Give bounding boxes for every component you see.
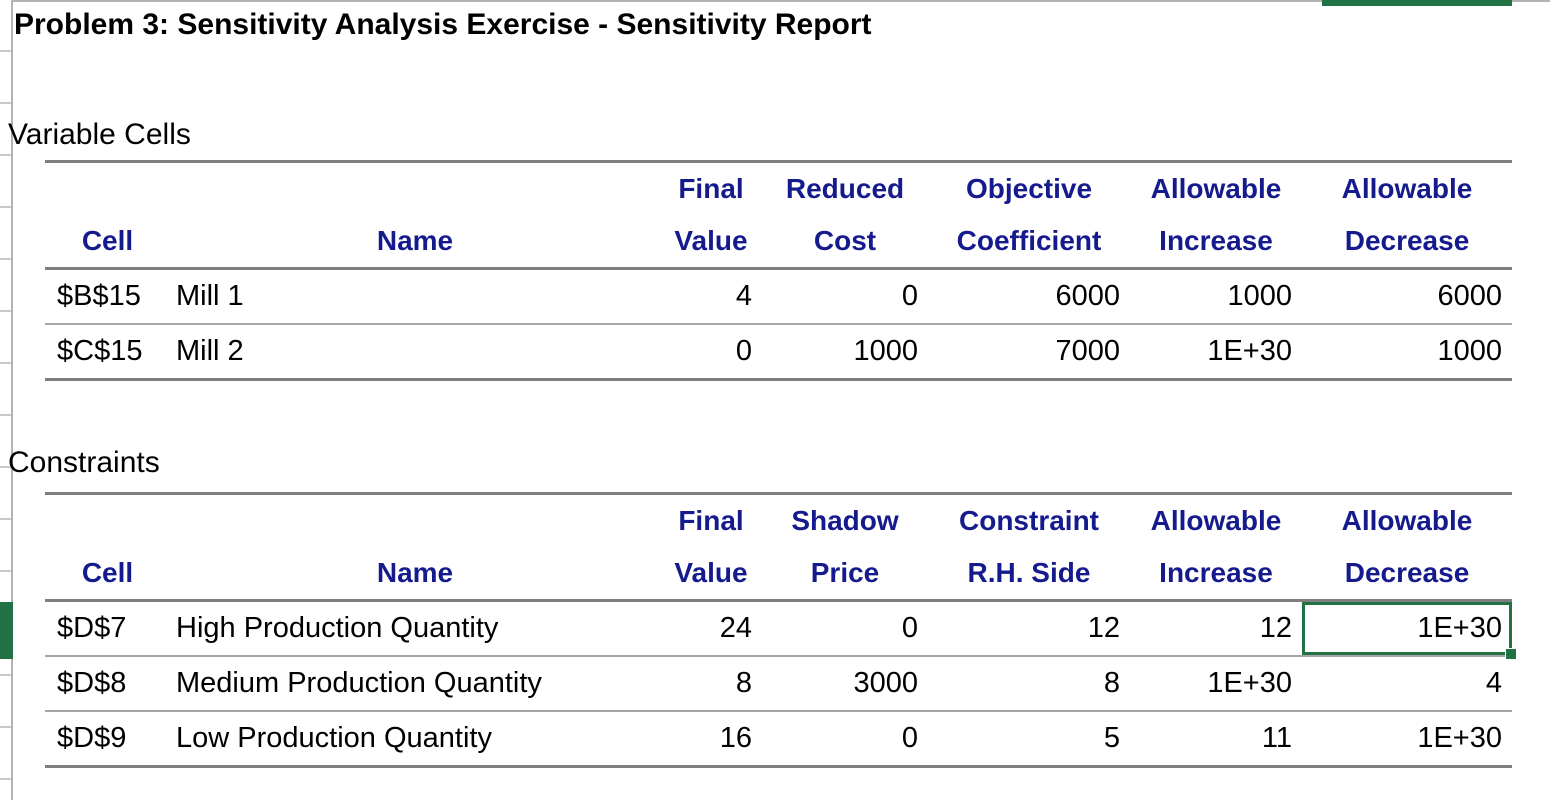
- name-cell[interactable]: Mill 2: [176, 335, 244, 367]
- variable-cells-table: Cell Name Final Value Reduced Cost Objecti…: [45, 160, 1512, 381]
- table-row: $C$15 Mill 2 0 1000 7000 1E+30 1000: [45, 325, 1512, 381]
- column-header-final-value: Final Value: [674, 505, 748, 588]
- cell-ref[interactable]: $C$15: [57, 335, 143, 367]
- reduced-cost-cell[interactable]: 1000: [853, 335, 918, 367]
- column-header-objective-coefficient: Objective Coefficient: [956, 173, 1102, 256]
- column-header-shadow-price: Shadow Price: [791, 505, 899, 588]
- column-header-allowable-increase: Allowable Increase: [1150, 505, 1282, 588]
- column-header-name: Name: [376, 557, 454, 588]
- selected-column-indicator: [1322, 0, 1512, 6]
- name-cell[interactable]: Mill 1: [176, 280, 244, 312]
- cell-ref[interactable]: $B$15: [57, 280, 141, 312]
- column-header-reduced-cost: Reduced Cost: [785, 173, 905, 256]
- section-label-constraints: Constraints: [8, 446, 160, 479]
- cell-ref[interactable]: $D$8: [57, 667, 127, 699]
- objective-coefficient-cell[interactable]: 6000: [1055, 280, 1120, 312]
- allowable-increase-cell[interactable]: 11: [1261, 722, 1292, 754]
- table-row: $B$15 Mill 1 4 0 6000 1000 6000: [45, 270, 1512, 325]
- name-cell[interactable]: High Production Quantity: [176, 612, 499, 644]
- reduced-cost-cell[interactable]: 0: [901, 280, 918, 312]
- column-header-constraint-rh-side: Constraint R.H. Side: [959, 505, 1099, 588]
- table-row: $D$7 High Production Quantity 24 0 12 12…: [45, 602, 1517, 660]
- name-cell[interactable]: Low Production Quantity: [176, 722, 492, 754]
- column-header-cell: Cell: [81, 225, 134, 256]
- report-title: Problem 3: Sensitivity Analysis Exercise…: [14, 8, 872, 41]
- selected-cell-value: 1E+30: [1417, 612, 1502, 644]
- constraints-table: Cell Name Final Value Shadow Price Constra…: [45, 492, 1517, 768]
- shadow-price-cell[interactable]: 3000: [853, 667, 918, 699]
- final-value-cell[interactable]: 24: [719, 612, 752, 644]
- table-row: $D$8 Medium Production Quantity 8 3000 8…: [45, 657, 1512, 712]
- constraints-header-row: Cell Name Final Value Shadow Price Constra…: [45, 492, 1512, 602]
- constraint-rh-side-cell[interactable]: 12: [1087, 612, 1120, 644]
- shadow-price-cell[interactable]: 0: [901, 612, 918, 644]
- column-header-final-value: Final Value: [674, 173, 748, 256]
- allowable-increase-cell[interactable]: 12: [1259, 612, 1292, 644]
- final-value-cell[interactable]: 4: [735, 280, 752, 312]
- column-header-allowable-decrease: Allowable Decrease: [1341, 505, 1473, 588]
- allowable-decrease-cell[interactable]: 4: [1485, 667, 1502, 699]
- cell-ref[interactable]: $D$9: [57, 722, 127, 754]
- final-value-cell[interactable]: 8: [735, 667, 752, 699]
- final-value-cell[interactable]: 0: [735, 335, 752, 367]
- allowable-decrease-cell[interactable]: 6000: [1437, 280, 1502, 312]
- cell-ref[interactable]: $D$7: [57, 612, 127, 644]
- constraint-rh-side-cell[interactable]: 8: [1103, 667, 1120, 699]
- column-header-allowable-increase: Allowable Increase: [1150, 173, 1282, 256]
- constraint-rh-side-cell[interactable]: 5: [1103, 722, 1120, 754]
- selected-cell[interactable]: 1E+30: [1302, 602, 1517, 660]
- column-header-cell: Cell: [81, 557, 134, 588]
- column-header-allowable-decrease: Allowable Decrease: [1341, 173, 1473, 256]
- final-value-cell[interactable]: 16: [719, 722, 752, 754]
- allowable-decrease-cell[interactable]: 1E+30: [1417, 722, 1502, 754]
- allowable-increase-cell[interactable]: 1000: [1227, 280, 1292, 312]
- name-cell[interactable]: Medium Production Quantity: [176, 667, 542, 699]
- column-header-name: Name: [376, 225, 454, 256]
- fill-handle[interactable]: [1505, 648, 1517, 660]
- objective-coefficient-cell[interactable]: 7000: [1055, 335, 1120, 367]
- shadow-price-cell[interactable]: 0: [901, 722, 918, 754]
- section-label-variable-cells: Variable Cells: [8, 118, 191, 151]
- allowable-decrease-cell[interactable]: 1000: [1437, 335, 1502, 367]
- table-row: $D$9 Low Production Quantity 16 0 5 11 1…: [45, 712, 1512, 768]
- column-header-bottom-border: [0, 0, 1550, 2]
- row-header-strip: [0, 0, 13, 800]
- selected-row-indicator: [0, 602, 13, 659]
- allowable-increase-cell[interactable]: 1E+30: [1207, 335, 1292, 367]
- variable-cells-header-row: Cell Name Final Value Reduced Cost Objecti…: [45, 160, 1512, 270]
- allowable-increase-cell[interactable]: 1E+30: [1207, 667, 1292, 699]
